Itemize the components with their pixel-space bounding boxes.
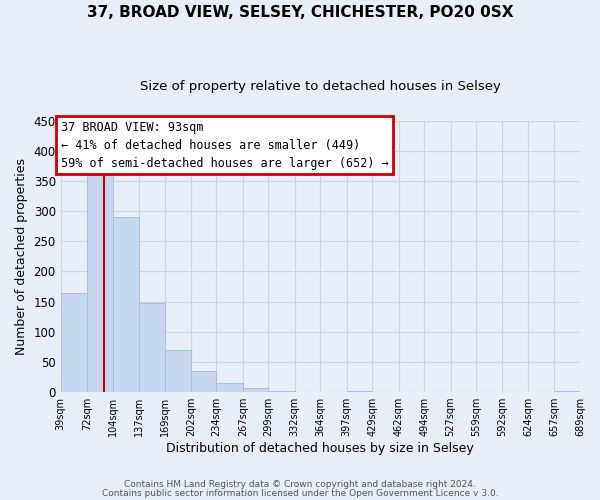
Bar: [191, 371, 217, 392]
Bar: [139, 303, 164, 392]
Bar: [217, 383, 243, 392]
Bar: [61, 292, 87, 392]
Bar: [87, 166, 113, 392]
Text: Contains public sector information licensed under the Open Government Licence v : Contains public sector information licen…: [101, 488, 499, 498]
Bar: [164, 350, 191, 392]
Text: 37, BROAD VIEW, SELSEY, CHICHESTER, PO20 0SX: 37, BROAD VIEW, SELSEY, CHICHESTER, PO20…: [87, 5, 513, 20]
X-axis label: Distribution of detached houses by size in Selsey: Distribution of detached houses by size …: [166, 442, 474, 455]
Text: 37 BROAD VIEW: 93sqm
← 41% of detached houses are smaller (449)
59% of semi-deta: 37 BROAD VIEW: 93sqm ← 41% of detached h…: [61, 120, 388, 170]
Title: Size of property relative to detached houses in Selsey: Size of property relative to detached ho…: [140, 80, 501, 93]
Y-axis label: Number of detached properties: Number of detached properties: [15, 158, 28, 355]
Bar: [243, 388, 268, 392]
Bar: [113, 217, 139, 392]
Text: Contains HM Land Registry data © Crown copyright and database right 2024.: Contains HM Land Registry data © Crown c…: [124, 480, 476, 489]
